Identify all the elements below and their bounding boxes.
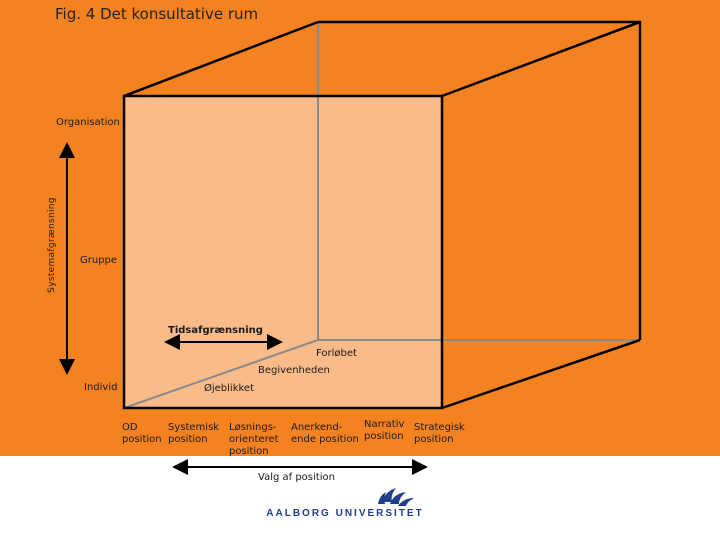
- position-od-line2: position: [122, 434, 162, 445]
- time-forloebet: Forløbet: [316, 348, 357, 359]
- logo-wave-icon: [378, 488, 414, 506]
- position-anerkendende-line1: Anerkend-: [291, 422, 343, 433]
- system-axis-label: Systemafgrænsning: [47, 197, 57, 293]
- level-organisation: Organisation: [56, 117, 120, 128]
- level-individ: Individ: [84, 382, 118, 393]
- position-strategisk: Strategisk position: [414, 422, 465, 446]
- cube-hidden-edge-depth: [123, 339, 319, 409]
- position-narrativ-line1: Narrativ: [364, 419, 405, 430]
- cube-front-face: [124, 96, 442, 408]
- position-systemisk-line1: Systemisk: [168, 422, 220, 433]
- position-narrativ: Narrativ position: [364, 419, 405, 446]
- time-oejeblikket: Øjeblikket: [204, 383, 255, 394]
- figure-title: Fig. 4 Det konsultative rum: [55, 5, 259, 23]
- cube-edge-top-left: [123, 20, 319, 98]
- logo-text: AALBORG UNIVERSITET: [266, 508, 424, 519]
- cube-front-outline: [122, 94, 444, 410]
- position-od: OD position: [122, 422, 162, 446]
- position-loesningsorienteret-line1: Løsnings-: [229, 422, 277, 433]
- time-begivenheden: Begivenheden: [258, 365, 330, 376]
- cube-back-outline: [318, 20, 642, 340]
- position-systemisk: Systemisk position: [168, 422, 219, 446]
- cube-edge-top-right: [441, 20, 641, 98]
- position-systemisk-line2: position: [168, 434, 208, 445]
- position-loesningsorienteret: Løsnings- orienteret position: [229, 422, 279, 458]
- position-loesningsorienteret-line3: position: [229, 446, 269, 457]
- cube-edge-bottom-right: [441, 338, 641, 410]
- position-anerkendende-line2: ende position: [291, 434, 359, 445]
- aalborg-logo: AALBORG UNIVERSITET: [262, 484, 428, 524]
- time-axis-label: Tidsafgrænsning: [168, 325, 263, 336]
- position-loesningsorienteret-line2: orienteret: [229, 434, 279, 445]
- position-strategisk-line2: position: [414, 434, 454, 445]
- position-axis-label: Valg af position: [258, 472, 335, 483]
- position-strategisk-line1: Strategisk: [414, 422, 465, 433]
- level-gruppe: Gruppe: [80, 255, 118, 266]
- position-narrativ-line2: position: [364, 431, 404, 442]
- position-od-line1: OD: [122, 422, 138, 433]
- position-anerkendende: Anerkend- ende position: [291, 422, 359, 446]
